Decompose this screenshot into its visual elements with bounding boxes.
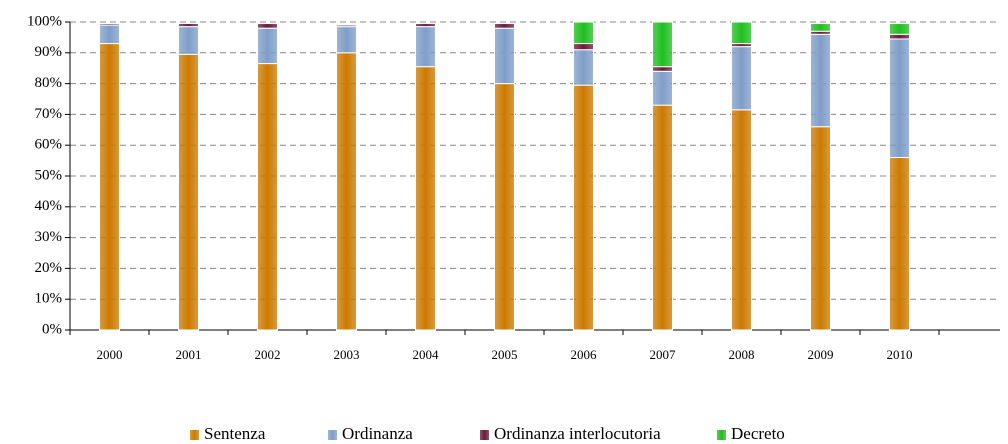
bar-segment xyxy=(573,49,594,86)
bar-segment xyxy=(889,157,910,331)
y-tick-label: 10% xyxy=(35,291,63,307)
legend-swatch xyxy=(717,430,726,440)
bar-segment xyxy=(415,23,436,28)
bar-segment xyxy=(415,66,436,331)
bar-segment xyxy=(257,23,278,29)
y-tick-label: 40% xyxy=(35,198,63,214)
bar-segment xyxy=(336,26,357,54)
bar-segment xyxy=(336,24,357,28)
legend-swatch xyxy=(328,430,337,440)
bar-segment xyxy=(652,70,673,106)
bar-segment xyxy=(810,23,831,32)
x-tick-label: 2002 xyxy=(255,347,281,362)
legend-label: Sentenza xyxy=(204,424,266,443)
x-tick-label: 2007 xyxy=(650,347,677,362)
x-tick-label: 2004 xyxy=(413,347,440,362)
bar-segment xyxy=(573,21,594,45)
y-tick-label: 0% xyxy=(42,321,62,337)
x-tick-label: 2006 xyxy=(571,347,598,362)
bar-segment xyxy=(99,24,120,45)
bar-segment xyxy=(731,21,752,45)
x-tick-label: 2005 xyxy=(492,347,518,362)
bar-segment xyxy=(99,23,120,26)
x-tick-label: 2008 xyxy=(729,347,755,362)
bar-segment xyxy=(889,33,910,40)
x-tick-label: 2000 xyxy=(97,347,123,362)
y-tick-label: 90% xyxy=(35,44,63,60)
y-tick-label: 20% xyxy=(35,260,63,276)
x-tick-label: 2009 xyxy=(808,347,834,362)
bar-segment xyxy=(178,53,199,331)
legend-label: Ordinanza xyxy=(342,424,413,443)
x-tick-label: 2001 xyxy=(176,347,202,362)
legend-swatch xyxy=(190,430,199,440)
x-tick-label: 2010 xyxy=(887,347,913,362)
bar-segment xyxy=(494,83,515,331)
bar-segment xyxy=(494,27,515,85)
bar-segment xyxy=(889,23,910,35)
bar-segment xyxy=(731,109,752,331)
bar-segment xyxy=(257,63,278,331)
bar-segment xyxy=(652,66,673,72)
bar-segment xyxy=(178,26,199,55)
y-tick-label: 50% xyxy=(35,167,63,183)
bar-segment xyxy=(257,27,278,65)
bar-segment xyxy=(178,23,199,28)
legend-swatch xyxy=(480,430,489,440)
bar-segment xyxy=(731,46,752,111)
bar-segment xyxy=(494,23,515,29)
bar-segment xyxy=(652,21,673,68)
legend-label: Ordinanza interlocutoria xyxy=(494,424,661,443)
bar-segment xyxy=(99,43,120,331)
bar-segment xyxy=(415,26,436,68)
bar-segment xyxy=(810,33,831,128)
bar-segment xyxy=(336,52,357,331)
bar-segment xyxy=(573,84,594,331)
y-tick-label: 100% xyxy=(27,13,62,29)
bar-segment xyxy=(652,104,673,331)
bar-segment xyxy=(889,38,910,159)
legend-label: Decreto xyxy=(731,424,785,443)
bar-segment xyxy=(810,126,831,331)
y-tick-label: 70% xyxy=(35,106,63,122)
y-tick-label: 80% xyxy=(35,75,63,91)
y-tick-label: 60% xyxy=(35,137,63,153)
x-tick-label: 2003 xyxy=(334,347,360,362)
bar-segment xyxy=(573,43,594,51)
y-tick-label: 30% xyxy=(35,229,63,245)
